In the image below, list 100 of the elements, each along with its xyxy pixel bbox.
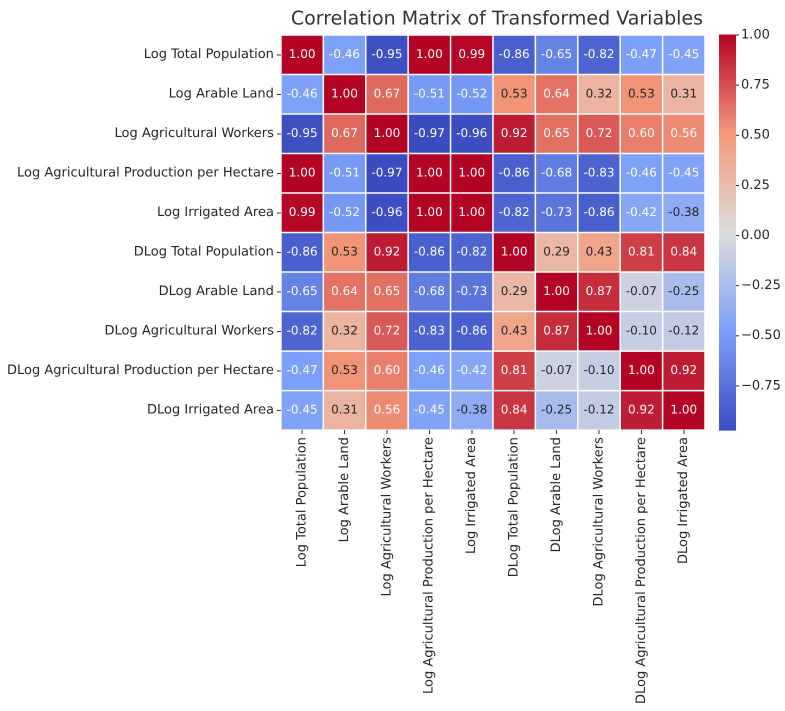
data-label: -0.82: [286, 323, 318, 338]
data-label: 1.00: [628, 362, 655, 377]
y-tick-label: DLog Irrigated Area: [147, 402, 274, 418]
data-label: -0.97: [414, 126, 445, 140]
data-label: -0.45: [668, 165, 700, 180]
data-label: 0.29: [543, 244, 570, 258]
x-tick-label: DLog Agricultural Workers: [591, 436, 606, 607]
data-label: -0.12: [583, 402, 615, 416]
y-tick-label: Log Arable Land: [168, 86, 274, 102]
data-label: -0.95: [371, 46, 402, 61]
data-label: -0.46: [329, 46, 360, 61]
data-label: -0.38: [668, 204, 700, 219]
data-label: -0.52: [329, 204, 360, 219]
chart-title: Correlation Matrix of Transformed Variables: [290, 7, 704, 30]
data-label: 1.00: [416, 46, 443, 61]
data-label: 0.43: [586, 244, 612, 258]
data-label: 0.92: [670, 362, 698, 377]
data-label: -0.86: [414, 244, 445, 258]
data-label: -0.83: [583, 165, 615, 180]
data-label: -0.82: [498, 204, 530, 219]
data-label: 1.00: [331, 86, 358, 100]
data-label: -0.42: [456, 362, 488, 377]
data-label: -0.46: [286, 86, 318, 100]
color-bar-label: 1.00: [741, 27, 770, 42]
data-label: -0.86: [498, 46, 530, 61]
data-label: -0.25: [541, 402, 572, 416]
data-label: 0.64: [331, 284, 358, 298]
data-label: 0.60: [374, 362, 400, 377]
data-label: 1.00: [500, 244, 528, 258]
data-label: -0.86: [583, 204, 615, 219]
data-label: 0.53: [628, 86, 655, 100]
data-label: 0.72: [374, 323, 400, 338]
data-label: 0.64: [543, 86, 570, 100]
x-tick-label: DLog Total Population: [506, 437, 522, 578]
data-label: -0.45: [668, 46, 700, 61]
data-label: -0.97: [371, 165, 402, 180]
y-tick-label: DLog Arable Land: [158, 284, 274, 300]
data-label: 0.53: [500, 86, 528, 100]
data-label: -0.86: [498, 165, 530, 180]
x-tick-label: Log Arable Land: [336, 437, 352, 542]
data-label: -0.96: [371, 204, 402, 219]
data-label: 0.87: [586, 284, 612, 298]
x-tick-label: DLog Arable Land: [548, 437, 564, 552]
color-bar-label: −0.75: [741, 378, 781, 394]
data-label: 0.67: [374, 86, 400, 100]
data-label: -0.73: [456, 284, 488, 298]
data-label: -0.68: [414, 284, 445, 298]
y-tick-label: DLog Agricultural Production per Hectare: [6, 363, 274, 378]
data-label: 0.60: [628, 126, 655, 140]
data-label: 0.72: [586, 126, 612, 140]
data-label: 0.67: [331, 126, 358, 140]
data-label: -0.65: [541, 46, 572, 61]
data-label: 1.00: [416, 165, 443, 180]
data-label: -0.82: [456, 244, 488, 258]
data-label: 0.53: [331, 362, 358, 377]
y-tick-label: DLog Total Population: [134, 244, 274, 260]
data-label: -0.51: [329, 165, 360, 180]
data-label: -0.51: [414, 86, 445, 100]
data-label: 1.00: [458, 204, 486, 219]
data-label: -0.10: [583, 362, 615, 377]
data-label: 0.31: [670, 86, 698, 100]
data-label: 0.92: [628, 402, 655, 416]
data-label: 0.29: [500, 284, 528, 298]
data-label: 0.81: [628, 244, 655, 258]
data-label: -0.65: [286, 284, 318, 298]
y-tick-label: Log Total Population: [144, 47, 274, 62]
data-label: 0.87: [543, 323, 570, 338]
data-label: 0.56: [374, 402, 400, 416]
data-label: 0.92: [500, 126, 528, 140]
data-label: -0.95: [286, 126, 318, 140]
data-label: 0.84: [670, 244, 698, 258]
data-label: -0.73: [541, 204, 572, 219]
data-label: 1.00: [458, 165, 486, 180]
y-tick-label: Log Agricultural Workers: [114, 126, 274, 142]
color-bar-label: 0.50: [741, 128, 770, 143]
data-label: -0.10: [626, 323, 657, 338]
data-label: -0.12: [668, 323, 700, 338]
y-tick-label: DLog Agricultural Workers: [104, 324, 274, 339]
color-bar-label: 0.25: [741, 178, 770, 193]
color-bar-label: 0.75: [741, 78, 770, 93]
data-label: -0.83: [414, 323, 445, 338]
data-label: -0.96: [456, 126, 488, 140]
data-label: 0.92: [374, 244, 400, 258]
data-label: 0.32: [331, 323, 358, 338]
data-label: -0.52: [456, 86, 488, 100]
data-label: -0.86: [286, 244, 318, 258]
data-label: 0.65: [543, 126, 570, 140]
data-label: 1.00: [288, 165, 316, 180]
data-label: 1.00: [670, 402, 698, 416]
data-label: 1.00: [586, 323, 612, 338]
data-label: 0.99: [288, 204, 316, 219]
color-bar-label: −0.25: [741, 278, 781, 294]
data-label: -0.46: [626, 165, 657, 180]
data-label: 1.00: [543, 284, 570, 298]
data-label: -0.47: [626, 46, 657, 61]
data-label: 0.56: [670, 126, 698, 140]
data-label: -0.82: [583, 46, 615, 61]
data-label: 0.84: [500, 402, 528, 416]
x-tick-label: DLog Agricultural Production per Hectare: [634, 437, 649, 704]
data-label: -0.86: [456, 323, 488, 338]
